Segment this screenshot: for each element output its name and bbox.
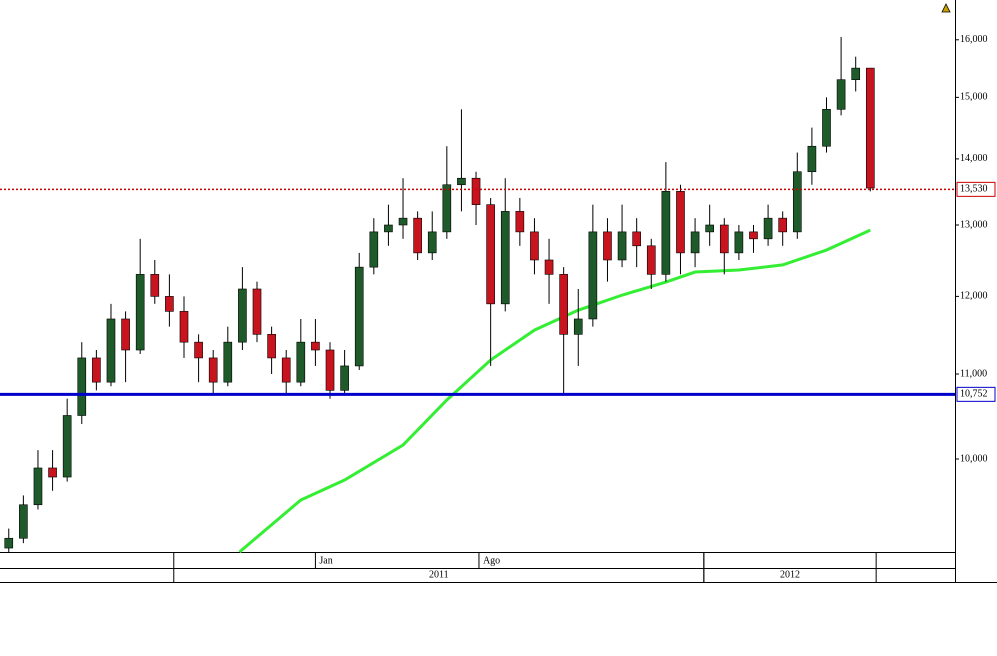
candle-body: [77, 357, 87, 416]
candle-body: [106, 318, 116, 383]
candle-body: [296, 341, 306, 383]
candle-body: [646, 245, 656, 275]
candle-body: [763, 217, 773, 240]
level-label-box: [956, 181, 996, 197]
candle-body: [311, 341, 320, 351]
candle-body: [705, 224, 714, 233]
level-label: 10,752: [960, 389, 988, 400]
candle-body: [865, 67, 875, 189]
candle-body: [749, 231, 758, 240]
candle-body: [179, 311, 189, 343]
candle-body: [252, 288, 262, 335]
candle-body: [427, 231, 437, 254]
candle-body: [719, 224, 729, 254]
candle-body: [354, 266, 364, 367]
candle-body: [413, 217, 422, 254]
y-tick-label: 12,000: [960, 291, 988, 302]
candle-body: [690, 231, 700, 254]
candle-body: [500, 211, 510, 305]
candle-body: [150, 274, 160, 297]
candle-body: [92, 357, 101, 383]
x-tick-label: Ago: [483, 555, 500, 566]
scroll-icon[interactable]: [941, 3, 951, 13]
candle-body: [267, 334, 276, 359]
candle-body: [676, 191, 685, 254]
candle-body: [457, 177, 466, 186]
candle-body: [822, 109, 831, 147]
candle-body: [33, 467, 43, 506]
candle-body: [281, 357, 291, 383]
candle-body: [48, 467, 57, 478]
y-tick-label: 13,000: [960, 219, 988, 230]
level-label: 13,530: [960, 184, 988, 195]
candle-body: [471, 177, 481, 205]
candle-body: [617, 231, 627, 261]
candle-body: [135, 274, 145, 351]
candle-body: [165, 296, 174, 312]
y-tick-label: 14,000: [960, 153, 988, 164]
candle-body: [442, 184, 452, 233]
candle-body: [734, 231, 744, 254]
y-tick-label: 16,000: [960, 34, 988, 45]
candle-body: [559, 274, 568, 335]
y-tick-label: 15,000: [960, 92, 988, 103]
candle-body: [62, 415, 72, 478]
candle-body: [4, 537, 14, 549]
y-tick-label: 10,000: [960, 453, 988, 464]
candle-body: [121, 318, 130, 351]
candle-body: [208, 357, 218, 383]
candle-body: [544, 259, 554, 275]
period-label: 2012: [780, 569, 800, 580]
candle-body: [851, 67, 861, 80]
candle-body: [573, 318, 583, 335]
candle-body: [486, 204, 495, 305]
candle-body: [325, 349, 335, 391]
candle-body: [238, 288, 247, 343]
y-tick-label: 11,000: [960, 368, 987, 379]
candle-body: [515, 211, 525, 233]
candle-body: [807, 145, 817, 173]
period-label: 2011: [429, 569, 449, 580]
candle-body: [661, 191, 671, 275]
candle-body: [19, 504, 28, 539]
candle-body: [340, 365, 349, 391]
candle-body: [792, 171, 802, 233]
candle-body: [398, 217, 408, 226]
candle-body: [369, 231, 379, 268]
candle-body: [588, 231, 598, 320]
candle-body: [384, 224, 393, 233]
level-label-box: [956, 386, 996, 402]
candle-body: [778, 217, 788, 233]
candle-body: [530, 231, 539, 261]
candle-body: [836, 79, 846, 110]
candle-body: [194, 341, 203, 359]
candle-body: [632, 231, 641, 247]
x-tick-label: Jan: [319, 555, 332, 566]
candle-body: [223, 341, 233, 383]
candle-body: [603, 231, 612, 261]
